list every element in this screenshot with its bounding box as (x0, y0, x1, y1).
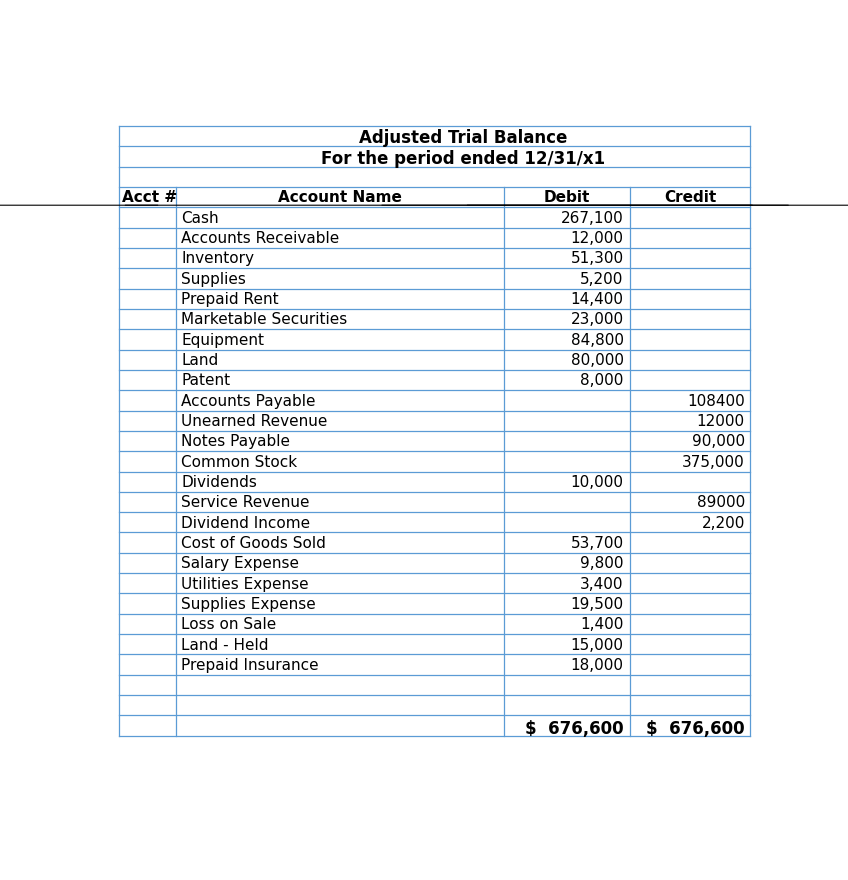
Text: Acct #: Acct # (122, 190, 177, 205)
Text: Cash: Cash (181, 210, 219, 225)
Text: 15,000: 15,000 (571, 637, 623, 652)
Text: Account Name: Account Name (278, 190, 402, 205)
Text: For the period ended 12/31/x1: For the period ended 12/31/x1 (321, 150, 605, 168)
Text: Dividends: Dividends (181, 475, 257, 490)
Text: Utilities Expense: Utilities Expense (181, 576, 309, 591)
Text: Inventory: Inventory (181, 252, 254, 267)
Text: 23,000: 23,000 (571, 312, 623, 327)
Text: 5,200: 5,200 (580, 272, 623, 287)
Text: 84,800: 84,800 (571, 333, 623, 348)
Text: Notes Payable: Notes Payable (181, 434, 290, 449)
Text: $  676,600: $ 676,600 (525, 720, 623, 737)
Text: Service Revenue: Service Revenue (181, 495, 310, 510)
Text: Loss on Sale: Loss on Sale (181, 617, 276, 632)
Text: 90,000: 90,000 (692, 434, 745, 449)
Text: Accounts Payable: Accounts Payable (181, 393, 315, 408)
Text: 18,000: 18,000 (571, 658, 623, 673)
Text: 8,000: 8,000 (580, 373, 623, 388)
Text: 267,100: 267,100 (561, 210, 623, 225)
Text: 53,700: 53,700 (571, 536, 623, 551)
Text: Dividend Income: Dividend Income (181, 516, 310, 531)
Text: Adjusted Trial Balance: Adjusted Trial Balance (359, 129, 567, 147)
Text: 12000: 12000 (697, 414, 745, 429)
Text: 12,000: 12,000 (571, 231, 623, 246)
Text: 375,000: 375,000 (682, 455, 745, 470)
Text: Unearned Revenue: Unearned Revenue (181, 414, 327, 429)
Text: 9,800: 9,800 (580, 556, 623, 571)
Text: Credit: Credit (664, 190, 717, 205)
Text: Patent: Patent (181, 373, 231, 388)
Text: 3,400: 3,400 (580, 576, 623, 591)
Text: Supplies Expense: Supplies Expense (181, 597, 316, 612)
Text: Land - Held: Land - Held (181, 637, 269, 652)
Text: 19,500: 19,500 (571, 597, 623, 612)
Text: Land: Land (181, 353, 219, 368)
Text: Equipment: Equipment (181, 333, 265, 348)
Text: Salary Expense: Salary Expense (181, 556, 299, 571)
Text: 10,000: 10,000 (571, 475, 623, 490)
Text: Cost of Goods Sold: Cost of Goods Sold (181, 536, 326, 551)
Text: Prepaid Rent: Prepaid Rent (181, 292, 279, 307)
Text: Supplies: Supplies (181, 272, 246, 287)
Text: Accounts Receivable: Accounts Receivable (181, 231, 339, 246)
Text: 1,400: 1,400 (580, 617, 623, 632)
Text: 80,000: 80,000 (571, 353, 623, 368)
Text: 14,400: 14,400 (571, 292, 623, 307)
Text: Common Stock: Common Stock (181, 455, 298, 470)
Text: 51,300: 51,300 (571, 252, 623, 267)
Text: 89000: 89000 (696, 495, 745, 510)
Text: Marketable Securities: Marketable Securities (181, 312, 348, 327)
Text: 108400: 108400 (687, 393, 745, 408)
Text: Debit: Debit (544, 190, 590, 205)
Text: $  676,600: $ 676,600 (646, 720, 745, 737)
Text: 2,200: 2,200 (701, 516, 745, 531)
Text: Prepaid Insurance: Prepaid Insurance (181, 658, 319, 673)
